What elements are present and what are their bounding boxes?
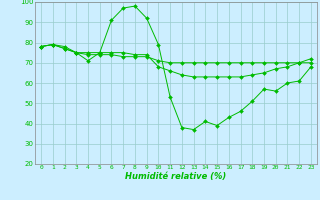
X-axis label: Humidité relative (%): Humidité relative (%) — [125, 172, 227, 181]
